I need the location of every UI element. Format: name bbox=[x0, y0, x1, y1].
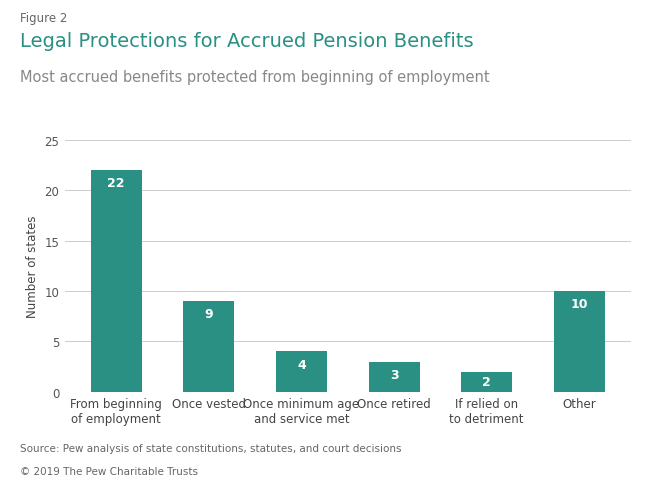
Bar bbox=[462, 372, 512, 392]
Text: 9: 9 bbox=[205, 307, 213, 320]
Bar bbox=[554, 291, 604, 392]
Text: 2: 2 bbox=[482, 376, 491, 389]
Text: Source: Pew analysis of state constitutions, statutes, and court decisions: Source: Pew analysis of state constituti… bbox=[20, 443, 401, 453]
Text: Most accrued benefits protected from beginning of employment: Most accrued benefits protected from beg… bbox=[20, 70, 489, 85]
Bar bbox=[276, 352, 327, 392]
Text: 22: 22 bbox=[107, 177, 125, 190]
Text: 10: 10 bbox=[571, 297, 588, 310]
Bar bbox=[91, 170, 142, 392]
Text: © 2019 The Pew Charitable Trusts: © 2019 The Pew Charitable Trusts bbox=[20, 466, 198, 476]
Y-axis label: Number of states: Number of states bbox=[26, 215, 39, 318]
Text: 3: 3 bbox=[390, 368, 398, 381]
Bar bbox=[369, 362, 419, 392]
Text: Figure 2: Figure 2 bbox=[20, 12, 67, 25]
Text: Legal Protections for Accrued Pension Benefits: Legal Protections for Accrued Pension Be… bbox=[20, 31, 473, 50]
Text: 4: 4 bbox=[297, 358, 306, 371]
Bar bbox=[183, 302, 234, 392]
